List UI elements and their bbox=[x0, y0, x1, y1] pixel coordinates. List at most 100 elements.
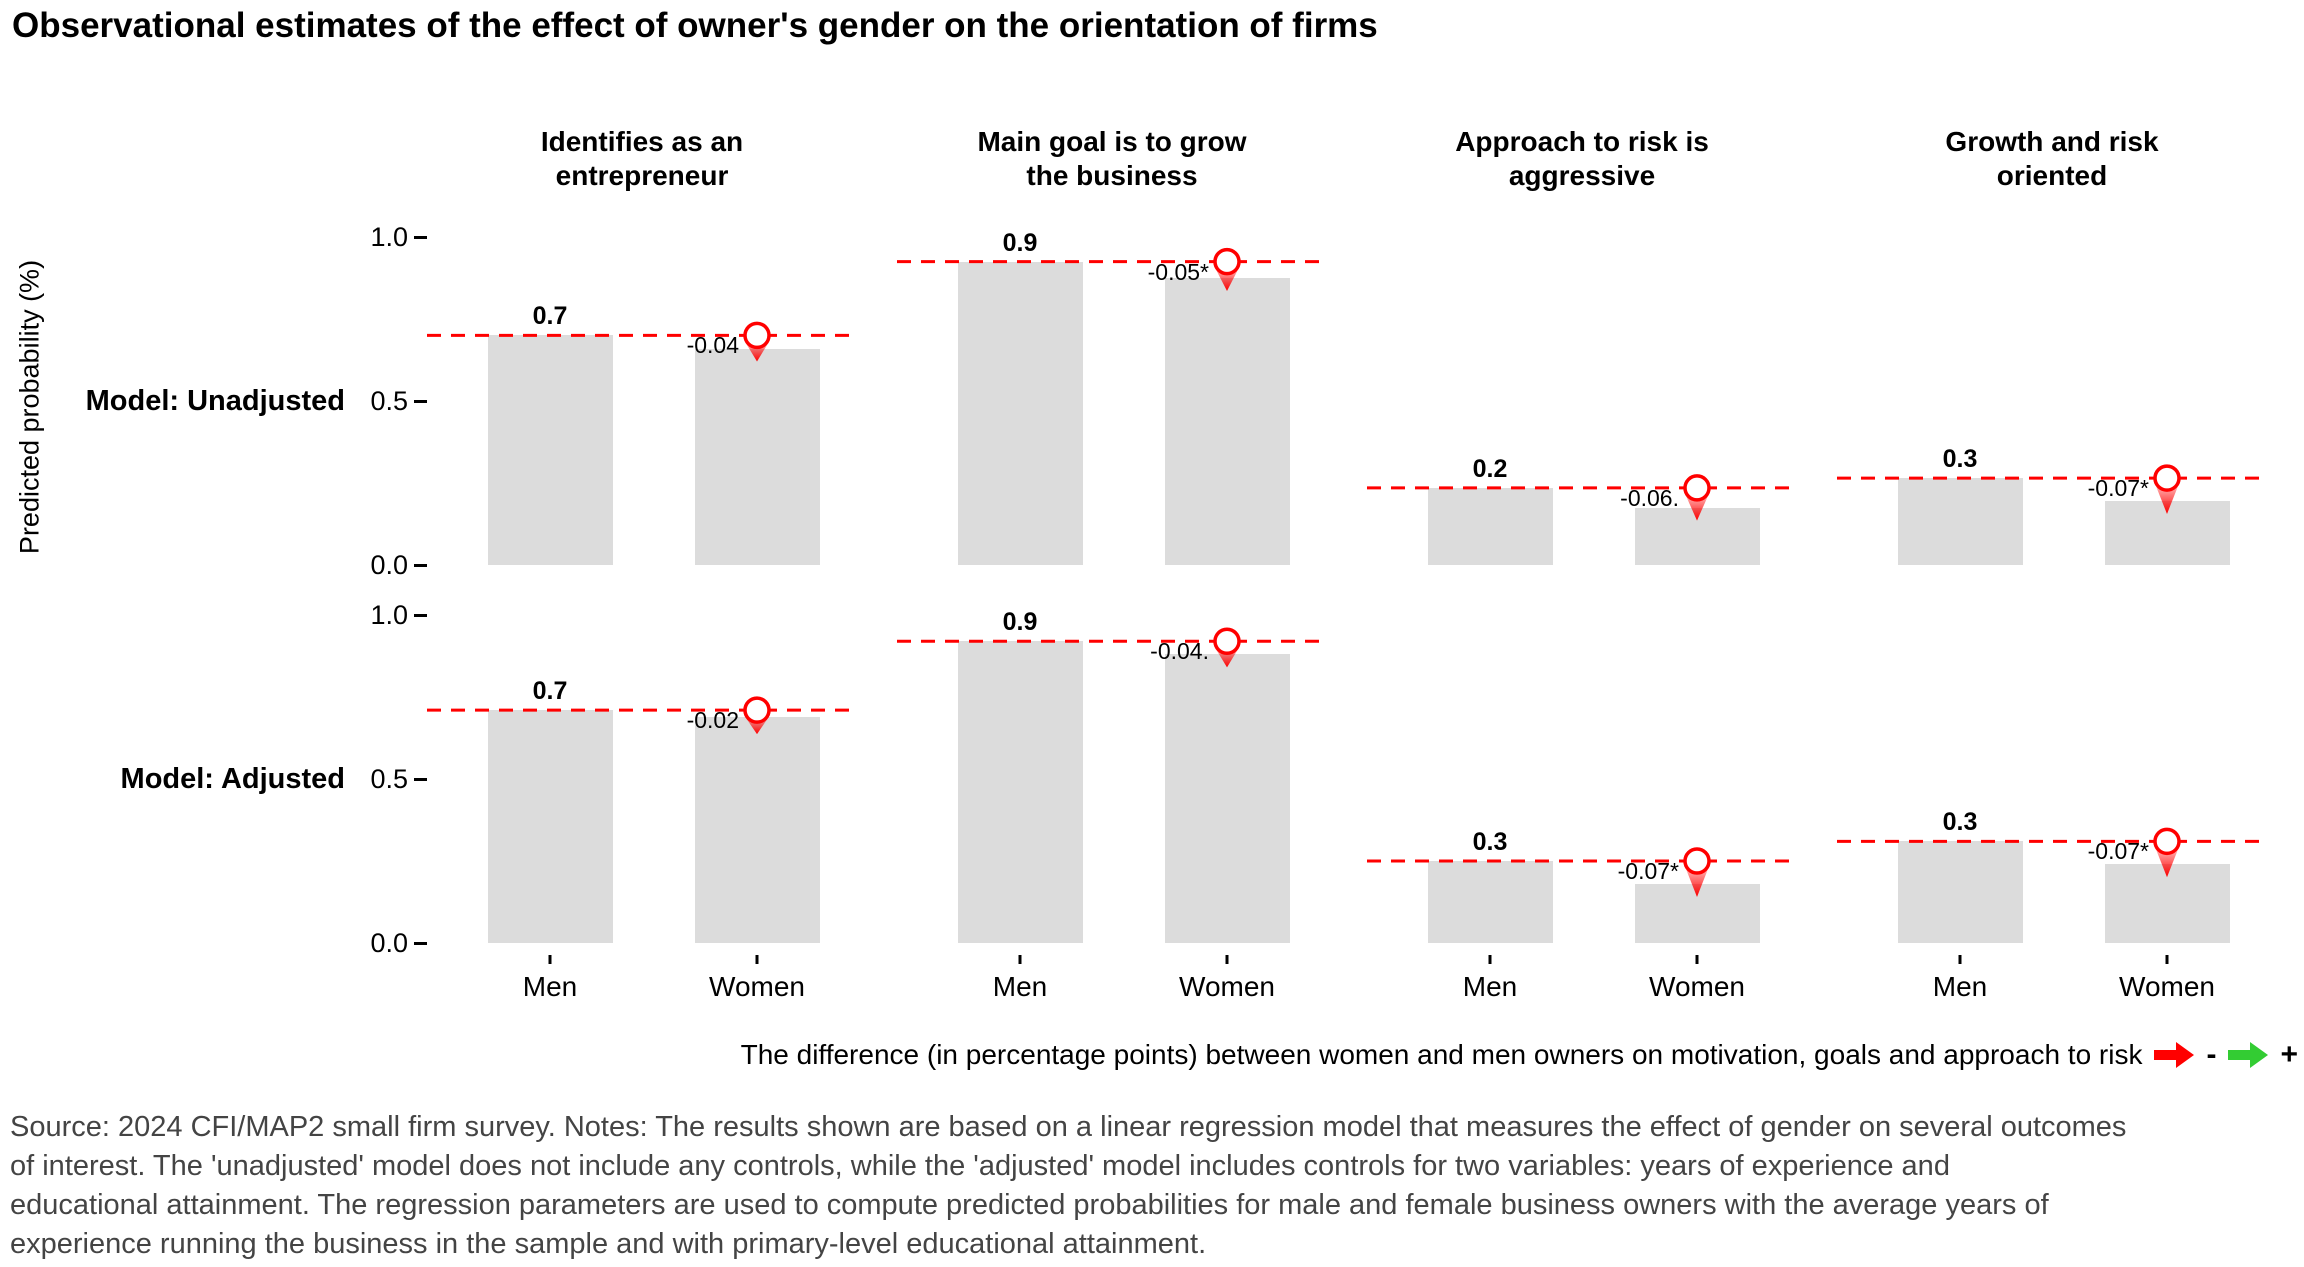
difference-label: -0.04. bbox=[1150, 638, 1209, 665]
panel-overlay bbox=[897, 627, 1327, 668]
panel-unadjusted-3: 0.2 -0.06. bbox=[1367, 237, 1797, 565]
notes-line: experience running the business in the s… bbox=[10, 1228, 1207, 1260]
women-bar bbox=[1164, 654, 1290, 943]
difference-arrow-icon bbox=[1686, 495, 1708, 521]
y-tick-label: 0.0 bbox=[370, 550, 408, 580]
difference-arrow-icon bbox=[1686, 869, 1708, 897]
panel-overlay bbox=[1837, 464, 2267, 515]
x-tick-label-men: Men bbox=[522, 971, 578, 1002]
difference-arrow-icon bbox=[2156, 486, 2178, 515]
panel-adjusted-2: 0.9 -0.04. Men Women bbox=[897, 608, 1327, 1002]
women-bar bbox=[694, 716, 820, 943]
facet-title-grow-business: Main goal is to grow the business bbox=[977, 126, 1247, 191]
men-value-label: 0.7 bbox=[532, 302, 568, 331]
y-tick-label: 1.0 bbox=[370, 600, 408, 630]
panel-adjusted-4: 0.3 -0.07* Men Women bbox=[1837, 615, 2267, 1002]
x-tick-mark bbox=[1488, 955, 1492, 964]
panel-overlay bbox=[1837, 827, 2267, 878]
panel-unadjusted-4: 0.3 -0.07* bbox=[1837, 237, 2267, 565]
women-bar bbox=[2104, 864, 2230, 943]
chart-title: Observational estimates of the effect of… bbox=[12, 6, 1378, 45]
y-tick-mark bbox=[414, 778, 427, 781]
x-tick-label-men: Men bbox=[1932, 971, 1988, 1002]
difference-arrow-icon bbox=[1216, 269, 1238, 291]
y-tick-mark bbox=[414, 942, 427, 945]
notes-line: educational attainment. The regression p… bbox=[10, 1189, 2049, 1221]
y-tick-mark bbox=[414, 236, 427, 239]
y-tick-mark bbox=[414, 564, 427, 567]
panel-overlay bbox=[427, 696, 857, 735]
men-value-label: 0.2 bbox=[1472, 454, 1508, 483]
difference-marker-icon bbox=[2153, 464, 2181, 492]
difference-marker-icon bbox=[743, 696, 771, 724]
men-bar bbox=[1897, 478, 2023, 565]
row-label-unadjusted: Model: Unadjusted bbox=[85, 385, 345, 417]
difference-marker-icon bbox=[1213, 247, 1241, 276]
men-value-label: 0.9 bbox=[1002, 608, 1038, 637]
y-tick-label: 0.5 bbox=[370, 386, 408, 416]
x-tick-label-women: Women bbox=[2119, 971, 2215, 1002]
minus-sign: - bbox=[2206, 1038, 2217, 1071]
notes-line: of interest. The 'unadjusted' model does… bbox=[10, 1150, 1950, 1182]
panel-overlay bbox=[1367, 847, 1797, 897]
positive-arrow-icon bbox=[2228, 1042, 2269, 1068]
difference-label: -0.07* bbox=[2087, 838, 2149, 865]
row-label-adjusted: Model: Adjusted bbox=[120, 763, 345, 795]
men-value-label: 0.3 bbox=[1942, 808, 1978, 837]
x-tick-mark bbox=[548, 955, 552, 964]
men-value-label: 0.7 bbox=[532, 677, 568, 706]
facet-title-risk-aggressive: Approach to risk is aggressive bbox=[1455, 126, 1709, 191]
panel-unadjusted-1: 0.7 -0.04 bbox=[427, 237, 857, 565]
caption: The difference (in percentage points) be… bbox=[741, 1038, 2298, 1072]
difference-arrow-icon bbox=[2156, 849, 2178, 878]
y-tick-label: 0.0 bbox=[370, 928, 408, 958]
x-tick-mark bbox=[1225, 955, 1229, 964]
x-tick-mark bbox=[1695, 955, 1699, 964]
x-tick-label-men: Men bbox=[1462, 971, 1518, 1002]
negative-arrow-icon bbox=[2154, 1042, 2195, 1068]
y-tick-mark bbox=[414, 400, 427, 403]
caption-text: The difference (in percentage points) be… bbox=[740, 1039, 2143, 1070]
facet-title-entrepreneur: Identifies as an entrepreneur bbox=[540, 126, 744, 191]
men-bar bbox=[957, 641, 1083, 943]
difference-marker-icon bbox=[1213, 627, 1241, 655]
men-value-label: 0.3 bbox=[1942, 445, 1978, 474]
x-tick-label-women: Women bbox=[1179, 971, 1275, 1002]
panel-adjusted-3: 0.3 -0.07* Men Women bbox=[1367, 615, 1797, 1002]
difference-marker-icon bbox=[1683, 474, 1711, 502]
panel-overlay bbox=[1367, 474, 1797, 521]
y-tick-mark bbox=[414, 614, 427, 617]
x-tick-mark bbox=[2165, 955, 2169, 964]
panel-adjusted-1: 0.7 -0.02 Men Women bbox=[427, 615, 857, 1002]
x-tick-mark bbox=[755, 955, 759, 964]
difference-label: -0.05* bbox=[1147, 258, 1209, 285]
panel-unadjusted-2: 0.9 -0.05* bbox=[897, 229, 1327, 565]
source-notes: Source: 2024 CFI/MAP2 small firm survey.… bbox=[10, 1108, 2304, 1264]
difference-marker-icon bbox=[2153, 827, 2181, 856]
men-bar bbox=[1427, 487, 1553, 565]
difference-label: -0.04 bbox=[686, 332, 739, 359]
women-bar bbox=[1164, 278, 1290, 565]
men-value-label: 0.9 bbox=[1002, 228, 1038, 257]
difference-label: -0.07* bbox=[2087, 475, 2149, 502]
difference-label: -0.06. bbox=[1620, 484, 1679, 511]
men-bar bbox=[1427, 861, 1553, 943]
y-tick-label: 1.0 bbox=[370, 222, 408, 252]
women-bar bbox=[694, 348, 820, 565]
x-tick-label-women: Women bbox=[1649, 971, 1745, 1002]
panel-overlay bbox=[897, 247, 1327, 291]
men-bar bbox=[487, 710, 613, 943]
x-tick-label-women: Women bbox=[709, 971, 805, 1002]
notes-line: Source: 2024 CFI/MAP2 small firm survey.… bbox=[10, 1111, 2127, 1143]
difference-marker-icon bbox=[743, 321, 771, 350]
difference-label: -0.07* bbox=[1617, 858, 1679, 884]
difference-marker-icon bbox=[1683, 847, 1711, 875]
men-bar bbox=[957, 261, 1083, 565]
x-tick-label-men: Men bbox=[992, 971, 1048, 1002]
men-bar bbox=[1897, 841, 2023, 943]
men-value-label: 0.3 bbox=[1472, 828, 1508, 856]
facet-title-growth-risk: Growth and risk oriented bbox=[1945, 126, 2159, 191]
x-tick-mark bbox=[1018, 955, 1022, 964]
men-bar bbox=[487, 335, 613, 565]
